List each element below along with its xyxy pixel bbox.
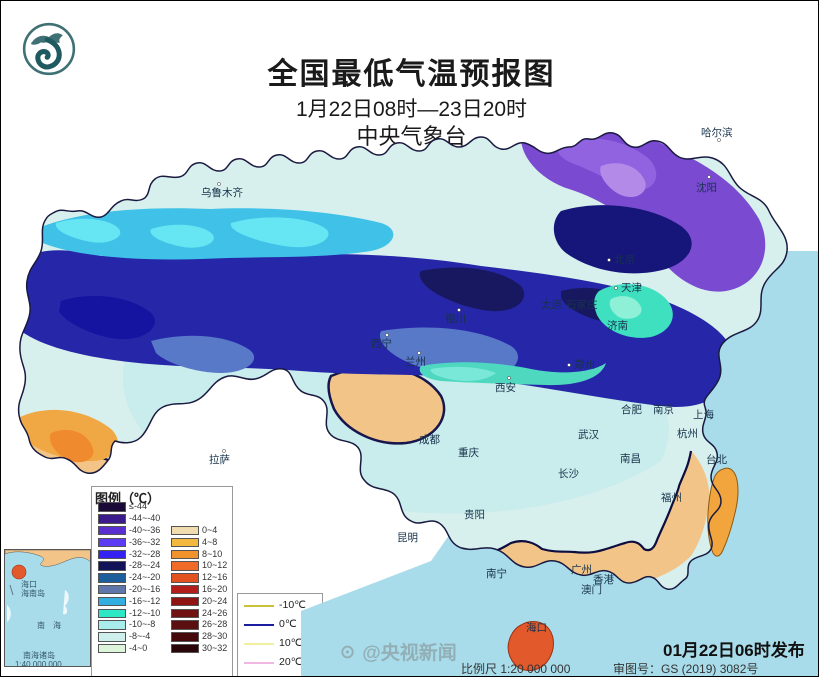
svg-text:哈尔滨: 哈尔滨 xyxy=(701,126,733,139)
svg-text:重庆: 重庆 xyxy=(458,446,479,459)
svg-text:上海: 上海 xyxy=(693,408,714,421)
svg-text:郑州: 郑州 xyxy=(574,358,595,371)
svg-text:西安: 西安 xyxy=(495,381,516,394)
svg-text:武汉: 武汉 xyxy=(578,428,599,441)
svg-text:杭州: 杭州 xyxy=(677,427,698,440)
svg-text:沈阳: 沈阳 xyxy=(696,181,717,194)
svg-text:南昌: 南昌 xyxy=(620,452,641,465)
svg-text:石家庄: 石家庄 xyxy=(566,298,598,311)
svg-text:南宁: 南宁 xyxy=(486,567,507,580)
svg-text:福州: 福州 xyxy=(661,491,682,504)
svg-text:成都: 成都 xyxy=(419,434,440,446)
svg-text:昆明: 昆明 xyxy=(397,532,418,544)
svg-text:银川: 银川 xyxy=(445,312,466,325)
svg-text:长沙: 长沙 xyxy=(558,468,579,480)
svg-text:广州: 广州 xyxy=(571,564,592,576)
svg-text:天津: 天津 xyxy=(621,282,642,294)
svg-text:兰州: 兰州 xyxy=(405,355,426,368)
svg-text:澳门: 澳门 xyxy=(581,583,602,596)
svg-text:贵阳: 贵阳 xyxy=(464,508,485,521)
svg-text:济南: 济南 xyxy=(607,319,628,332)
svg-text:北京: 北京 xyxy=(614,253,635,266)
svg-text:南京: 南京 xyxy=(653,403,674,416)
svg-text:海口: 海口 xyxy=(526,621,547,634)
svg-text:合肥: 合肥 xyxy=(621,403,642,416)
svg-text:台北: 台北 xyxy=(706,453,727,466)
svg-text:太原: 太原 xyxy=(541,298,562,311)
svg-text:拉萨: 拉萨 xyxy=(209,453,230,466)
svg-text:西宁: 西宁 xyxy=(371,337,392,350)
svg-text:乌鲁木齐: 乌鲁木齐 xyxy=(201,186,243,199)
